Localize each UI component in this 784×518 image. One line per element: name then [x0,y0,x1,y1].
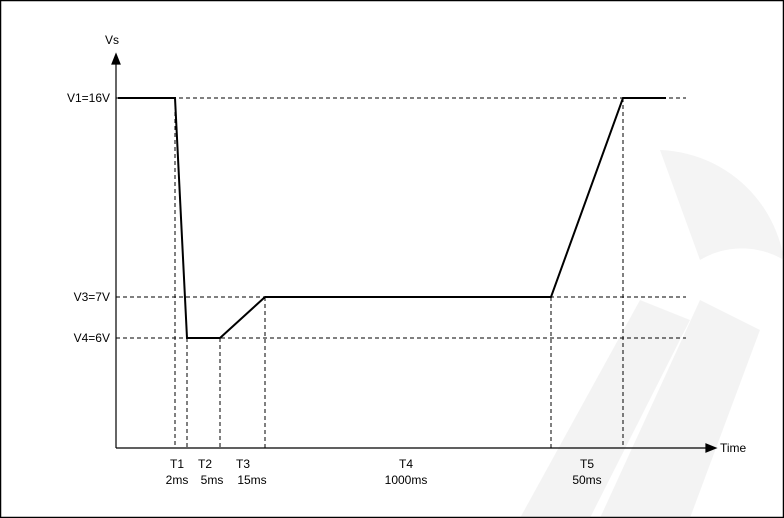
axes [111,52,718,453]
y-axis-arrow [111,52,121,65]
phase-name-t4: T4 [399,457,413,471]
phase-duration-t2: 5ms [201,473,224,487]
phase-duration-t3: 15ms [237,473,266,487]
phase-name-t1: T1 [170,457,184,471]
voltage-waveform [118,97,666,339]
phase-duration-t5: 50ms [572,473,601,487]
phase-marker-lines [174,98,624,448]
y-axis-label: Vs [105,33,119,47]
level-label-v1: V1=16V [67,91,110,105]
x-axis-arrow [705,443,718,453]
phase-duration-t4: 1000ms [385,473,428,487]
level-label-v3: V3=7V [74,290,110,304]
phase-duration-t1: 2ms [166,473,189,487]
phase-name-t2: T2 [198,457,212,471]
phase-name-t3: T3 [236,457,250,471]
phase-name-t5: T5 [580,457,594,471]
level-reference-lines [116,97,686,339]
level-label-v4: V4=6V [74,331,110,345]
watermark-logo [520,150,784,518]
x-axis-label: Time [720,441,747,455]
